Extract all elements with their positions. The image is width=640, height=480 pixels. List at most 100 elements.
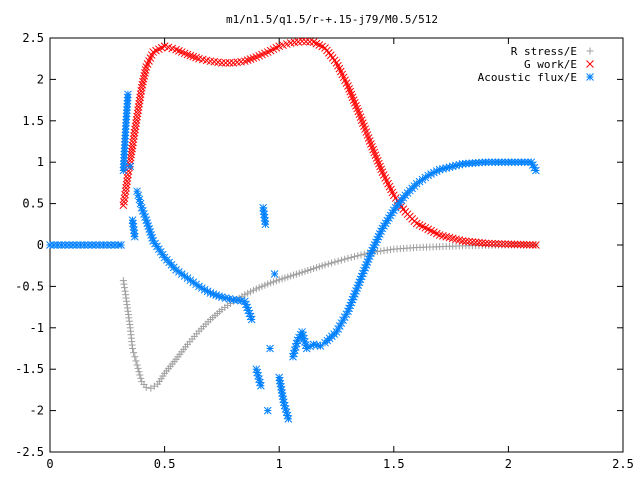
data-point (122, 184, 130, 192)
y-tick-label: -2 (30, 404, 44, 418)
legend-marker (586, 60, 594, 68)
data-point (484, 239, 493, 248)
data-point (249, 286, 257, 294)
data-point (305, 38, 314, 46)
data-point (376, 162, 384, 171)
data-point (119, 277, 127, 285)
data-point (189, 52, 198, 61)
data-point (352, 101, 360, 110)
data-point (369, 145, 378, 154)
data-point (532, 241, 540, 249)
data-point (368, 142, 376, 151)
data-point (465, 237, 473, 246)
data-point (488, 239, 496, 248)
data-point (121, 187, 130, 196)
data-point (111, 241, 119, 249)
legend-marker (586, 47, 594, 55)
data-point (353, 104, 361, 113)
data-point (304, 266, 312, 274)
data-point (84, 241, 93, 249)
data-point (247, 315, 256, 324)
data-point (510, 240, 519, 249)
data-point (133, 361, 141, 369)
data-point (267, 279, 275, 287)
data-point (258, 50, 266, 59)
data-point (175, 46, 183, 55)
data-point (318, 262, 326, 270)
data-point (117, 241, 125, 249)
data-point (261, 220, 270, 229)
data-point (532, 166, 540, 175)
data-point (122, 180, 131, 189)
data-point (65, 241, 73, 249)
data-point (221, 58, 230, 67)
data-point (315, 263, 323, 271)
data-point (103, 241, 112, 249)
y-tick-label: -1 (30, 321, 44, 335)
data-point (360, 250, 368, 258)
series-1 (119, 37, 540, 249)
data-point (348, 93, 357, 102)
data-point (80, 241, 89, 249)
data-point (137, 87, 146, 95)
data-point (246, 55, 255, 63)
data-point (337, 256, 345, 264)
data-point (525, 240, 534, 249)
series-2 (46, 90, 540, 423)
data-point (284, 415, 293, 423)
data-point (494, 239, 503, 248)
data-point (131, 122, 140, 131)
data-point (344, 254, 352, 262)
data-point (135, 96, 144, 105)
data-point (321, 261, 329, 269)
data-point (346, 87, 355, 96)
data-point (186, 51, 195, 60)
data-point (133, 112, 141, 121)
data-point (519, 240, 528, 249)
data-point (516, 240, 525, 249)
data-point (354, 252, 362, 260)
data-point (124, 90, 132, 99)
data-point (504, 240, 513, 249)
legend-label: G work/E (524, 58, 577, 71)
data-point (218, 58, 226, 67)
y-tick-label: 1 (37, 155, 44, 169)
data-point (278, 275, 286, 283)
data-point (475, 238, 483, 247)
data-point (357, 251, 365, 259)
y-tick-label: 2 (37, 72, 44, 86)
data-point (351, 253, 359, 261)
x-tick-label: 2 (505, 457, 512, 471)
data-point (468, 238, 477, 246)
data-point (347, 90, 356, 99)
legend-marker (586, 73, 594, 81)
data-point (121, 287, 129, 295)
data-point (225, 58, 234, 67)
data-point (126, 162, 135, 171)
data-point (528, 241, 537, 249)
data-point (347, 253, 355, 261)
data-point (432, 167, 441, 175)
data-point (130, 132, 138, 140)
data-point (292, 270, 300, 278)
data-point (373, 157, 382, 165)
data-point (76, 241, 85, 249)
x-tick-label: 2.5 (612, 457, 634, 471)
data-point (46, 241, 54, 249)
data-point (243, 56, 252, 65)
data-point (244, 289, 252, 297)
data-point (131, 353, 139, 361)
x-tick-label: 1 (276, 457, 283, 471)
data-point (501, 240, 509, 248)
data-series (46, 37, 540, 423)
x-tick-label: 0 (46, 457, 53, 471)
data-point (241, 291, 249, 299)
data-point (481, 239, 490, 248)
data-point (134, 106, 142, 115)
data-point (183, 50, 192, 59)
data-point (192, 53, 200, 62)
data-point (497, 240, 506, 248)
